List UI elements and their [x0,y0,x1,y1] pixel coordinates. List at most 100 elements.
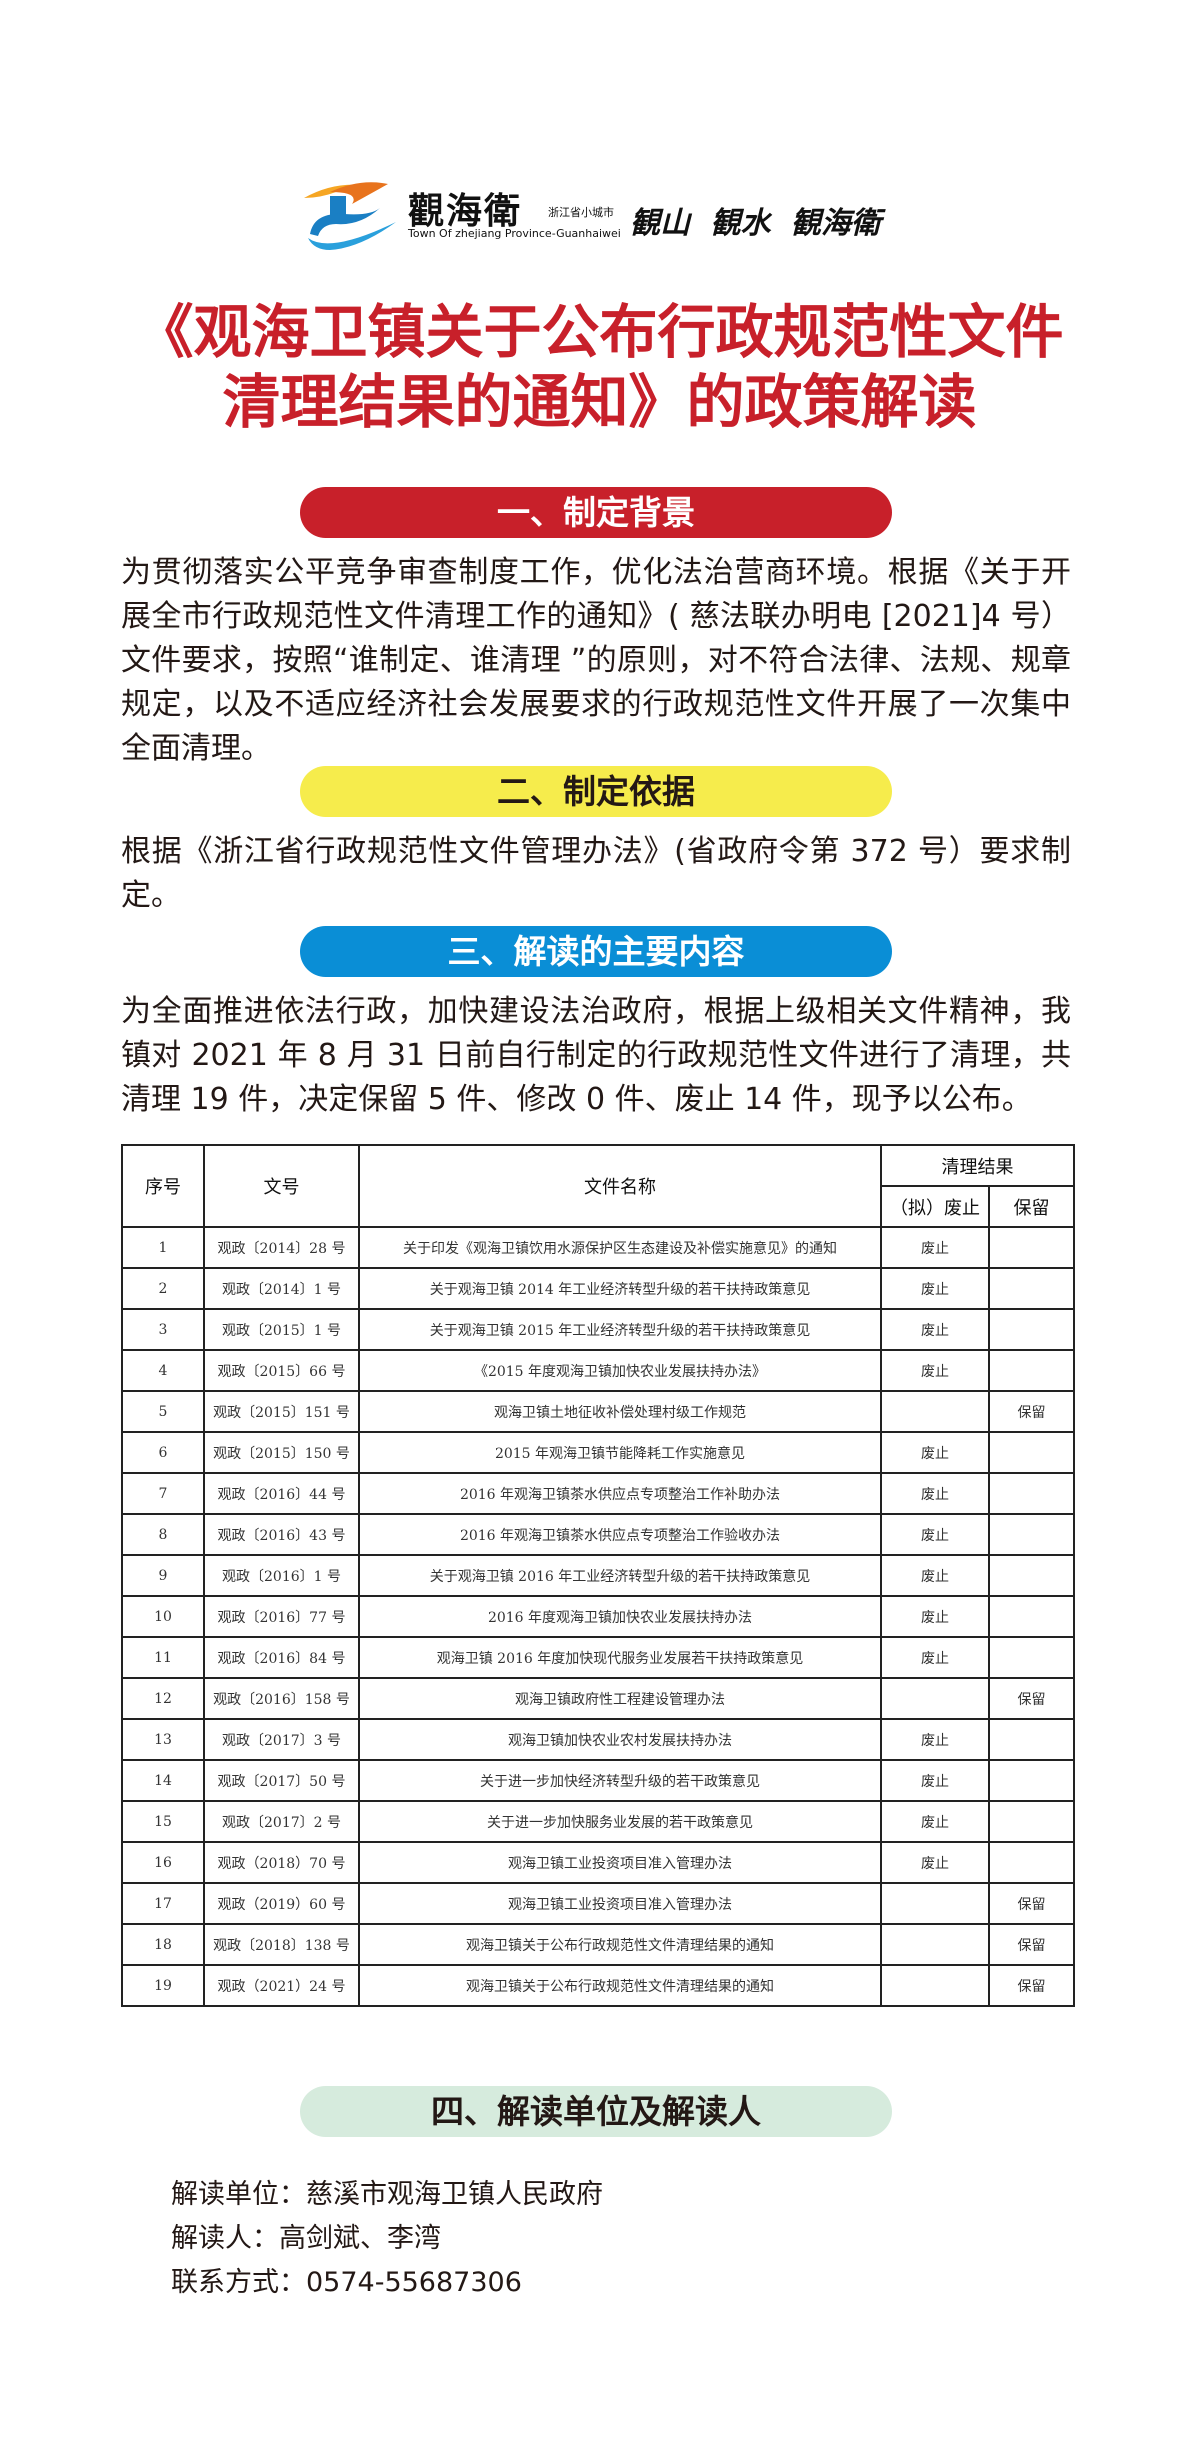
cell-doc-no: 观政〔2016〕44 号 [203,1472,360,1515]
page-title-line-2: 清理结果的通知》的政策解读 [222,368,977,436]
cell-keep [988,1759,1075,1802]
header-doc-no: 文号 [203,1144,360,1228]
cell-abolish: 废止 [880,1718,990,1761]
logo-name: 觀海衛 [408,190,523,232]
cell-keep [988,1841,1075,1884]
cell-name: 关于进一步加快经济转型升级的若干政策意见 [358,1759,882,1802]
cell-name: 关于印发《观海卫镇饮用水源保护区生态建设及补偿实施意见》的通知 [358,1226,882,1269]
cell-abolish: 废止 [880,1308,990,1351]
cell-doc-no: 观政〔2016〕43 号 [203,1513,360,1556]
cell-abolish [880,1964,990,2007]
cell-name: 2016 年度观海卫镇加快农业发展扶持办法 [358,1595,882,1638]
cell-doc-no: 观政（2021）24 号 [203,1964,360,2007]
cell-doc-no: 观政（2019）60 号 [203,1882,360,1925]
table-row: 15 观政〔2017〕2 号关于进一步加快服务业发展的若干政策意见 废止 [121,1800,1075,1843]
page-title-line-1: 《观海卫镇关于公布行政规范性文件 [135,298,1064,366]
cell-abolish [880,1882,990,1925]
cell-keep [988,1718,1075,1761]
cell-doc-no: 观政（2018）70 号 [203,1841,360,1884]
table-row: 14 观政〔2017〕50 号关于进一步加快经济转型升级的若干政策意见 废止 [121,1759,1075,1802]
cell-doc-no: 观政〔2016〕158 号 [203,1677,360,1720]
cell-name: 关于观海卫镇 2014 年工业经济转型升级的若干扶持政策意见 [358,1267,882,1310]
table-row: 8 观政〔2016〕43 号 2016 年观海卫镇茶水供应点专项整治工作验收办法 废止 [121,1513,1075,1556]
cell-no: 1 [121,1226,205,1269]
cell-doc-no: 观政〔2016〕84 号 [203,1636,360,1679]
cell-keep [988,1636,1075,1679]
header-result: 清理结果 [880,1144,1075,1187]
cell-abolish: 废止 [880,1513,990,1556]
logo-subtitle: 浙江省小城市 [548,206,614,219]
cell-abolish: 废止 [880,1349,990,1392]
cell-abolish: 废止 [880,1267,990,1310]
cell-keep: 保留 [988,1923,1075,1966]
cell-doc-no: 观政〔2014〕1 号 [203,1267,360,1310]
cell-no: 6 [121,1431,205,1474]
cleanup-result-table: 序号 文号 文件名称 清理结果 （拟）废止 保留 1 观政〔2014〕28 号关于… [121,1144,1075,2007]
interpreting-unit: 解读单位：慈溪市观海卫镇人民政府 [171,2179,603,2210]
logo-english: Town Of zhejiang Province-Guanhaiwei [408,227,621,240]
cell-doc-no: 观政〔2015〕66 号 [203,1349,360,1392]
cell-no: 2 [121,1267,205,1310]
cell-name: 2015 年观海卫镇节能降耗工作实施意见 [358,1431,882,1474]
cell-name: 观海卫镇关于公布行政规范性文件清理结果的通知 [358,1964,882,2007]
cell-no: 10 [121,1595,205,1638]
cell-no: 12 [121,1677,205,1720]
table-row: 17 观政（2019）60 号观海卫镇工业投资项目准入管理办法 保留 [121,1882,1075,1925]
cell-name: 观海卫镇工业投资项目准入管理办法 [358,1882,882,1925]
cell-no: 7 [121,1472,205,1515]
contact: 联系方式：0574-55687306 [171,2267,522,2298]
logo-banner: 觀海衛 浙江省小城市 Town Of zhejiang Province-Gua… [300,172,900,258]
cell-name: 《2015 年度观海卫镇加快农业发展扶持办法》 [358,1349,882,1392]
cell-abolish: 废止 [880,1226,990,1269]
cell-doc-no: 观政〔2016〕77 号 [203,1595,360,1638]
table-row: 7 观政〔2016〕44 号 2016 年观海卫镇茶水供应点专项整治工作补助办法 废止 [121,1472,1075,1515]
cell-doc-no: 观政〔2017〕50 号 [203,1759,360,1802]
cell-doc-no: 观政〔2016〕1 号 [203,1554,360,1597]
cell-abolish: 废止 [880,1841,990,1884]
cell-no: 19 [121,1964,205,2007]
cell-doc-no: 观政〔2015〕1 号 [203,1308,360,1351]
cell-name: 观海卫镇土地征收补偿处理村级工作规范 [358,1390,882,1433]
cell-keep [988,1513,1075,1556]
section-body-background: 为贯彻落实公平竞争审查制度工作，优化法治营商环境。根据《关于开展全市行政规范性文… [121,555,1071,766]
cell-no: 13 [121,1718,205,1761]
cell-abolish: 废止 [880,1595,990,1638]
cell-no: 11 [121,1636,205,1679]
cell-keep [988,1308,1075,1351]
cell-no: 4 [121,1349,205,1392]
cell-name: 2016 年观海卫镇茶水供应点专项整治工作补助办法 [358,1472,882,1515]
table-row: 19 观政（2021）24 号观海卫镇关于公布行政规范性文件清理结果的通知 保留 [121,1964,1075,2007]
section-body-basis: 根据《浙江省行政规范性文件管理办法》(省政府令第 372 号）要求制定。 [121,834,1071,913]
cell-abolish: 废止 [880,1759,990,1802]
table-row: 2 观政〔2014〕1 号关于观海卫镇 2014 年工业经济转型升级的若干扶持政策… [121,1267,1075,1310]
cell-abolish [880,1923,990,1966]
cell-doc-no: 观政〔2017〕2 号 [203,1800,360,1843]
cell-doc-no: 观政〔2018〕138 号 [203,1923,360,1966]
cell-name: 关于进一步加快服务业发展的若干政策意见 [358,1800,882,1843]
table-row: 3 观政〔2015〕1 号关于观海卫镇 2015 年工业经济转型升级的若干扶持政策… [121,1308,1075,1351]
cell-keep [988,1800,1075,1843]
table-row: 5 观政〔2015〕151 号观海卫镇土地征收补偿处理村级工作规范 保留 [121,1390,1075,1433]
cell-name: 关于观海卫镇 2016 年工业经济转型升级的若干扶持政策意见 [358,1554,882,1597]
interpreter: 解读人：高剑斌、李湾 [171,2223,441,2254]
cell-doc-no: 观政〔2017〕3 号 [203,1718,360,1761]
cell-keep [988,1349,1075,1392]
cell-doc-no: 观政〔2015〕150 号 [203,1431,360,1474]
cell-no: 18 [121,1923,205,1966]
table-row: 9 观政〔2016〕1 号关于观海卫镇 2016 年工业经济转型升级的若干扶持政策… [121,1554,1075,1597]
cell-name: 观海卫镇加快农业农村发展扶持办法 [358,1718,882,1761]
table-row: 6 观政〔2015〕150 号 2015 年观海卫镇节能降耗工作实施意见 废止 [121,1431,1075,1474]
section-heading-background: 一、制定背景 [300,487,892,538]
cell-name: 观海卫镇 2016 年度加快现代服务业发展若干扶持政策意见 [358,1636,882,1679]
table-row: 16 观政（2018）70 号观海卫镇工业投资项目准入管理办法 废止 [121,1841,1075,1884]
table-row: 18 观政〔2018〕138 号观海卫镇关于公布行政规范性文件清理结果的通知 保留 [121,1923,1075,1966]
logo-emblem-icon [304,182,396,250]
section-heading-main-content: 三、解读的主要内容 [300,926,892,977]
cell-abolish: 废止 [880,1636,990,1679]
header-name: 文件名称 [358,1144,882,1228]
cell-abolish [880,1390,990,1433]
cell-abolish [880,1677,990,1720]
cell-keep: 保留 [988,1964,1075,2007]
section-heading-interpreter: 四、解读单位及解读人 [300,2086,892,2137]
cell-name: 观海卫镇关于公布行政规范性文件清理结果的通知 [358,1923,882,1966]
